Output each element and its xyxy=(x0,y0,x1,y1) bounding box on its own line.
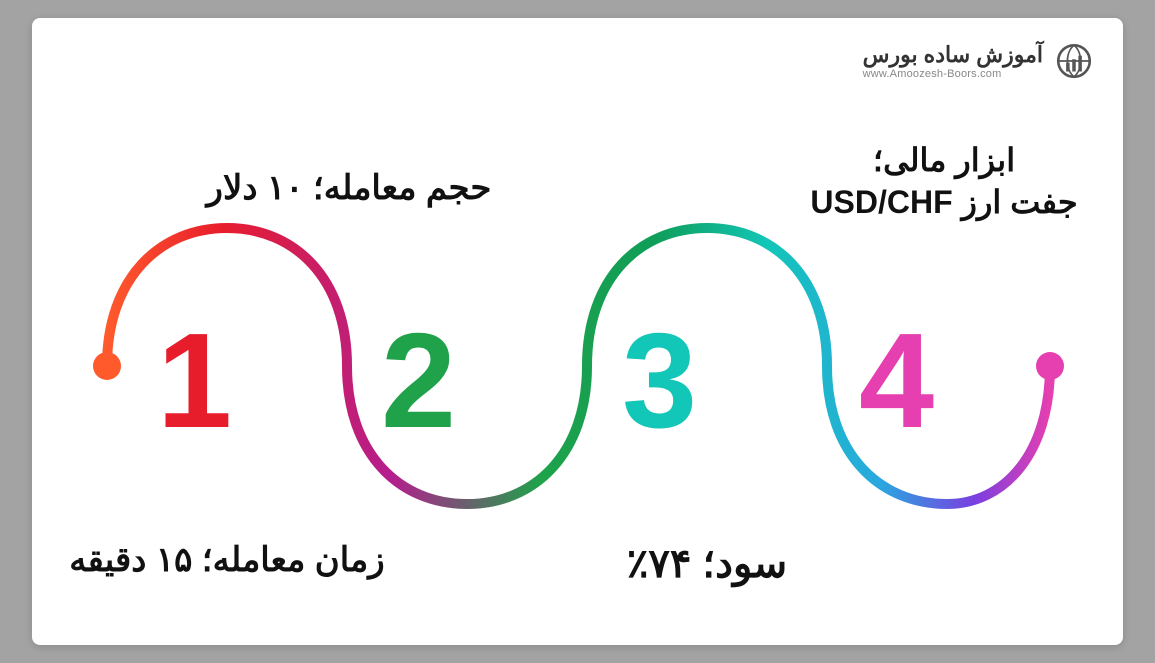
step-label-1: زمان معامله؛ ۱۵ دقیقه xyxy=(47,538,407,582)
brand-logo: آموزش ساده بورس www.Amoozesh-Boors.com xyxy=(863,40,1095,82)
brand-url: www.Amoozesh-Boors.com xyxy=(863,68,1002,80)
step-number-1: 1 xyxy=(157,313,232,448)
step-number-4: 4 xyxy=(859,313,934,448)
step-label-2: حجم معامله؛ ۱۰ دلار xyxy=(179,166,519,210)
card: آموزش ساده بورس www.Amoozesh-Boors.com 1… xyxy=(32,18,1123,645)
globe-bars-icon xyxy=(1053,40,1095,82)
step-number-3: 3 xyxy=(622,313,697,448)
step-label-3: سود؛ ۷۴٪ xyxy=(577,538,837,590)
step-number-2: 2 xyxy=(381,313,456,448)
brand-title: آموزش ساده بورس xyxy=(863,42,1043,68)
step-label-4: ابزار مالی؛جفت ارز USD/CHF xyxy=(794,140,1094,223)
